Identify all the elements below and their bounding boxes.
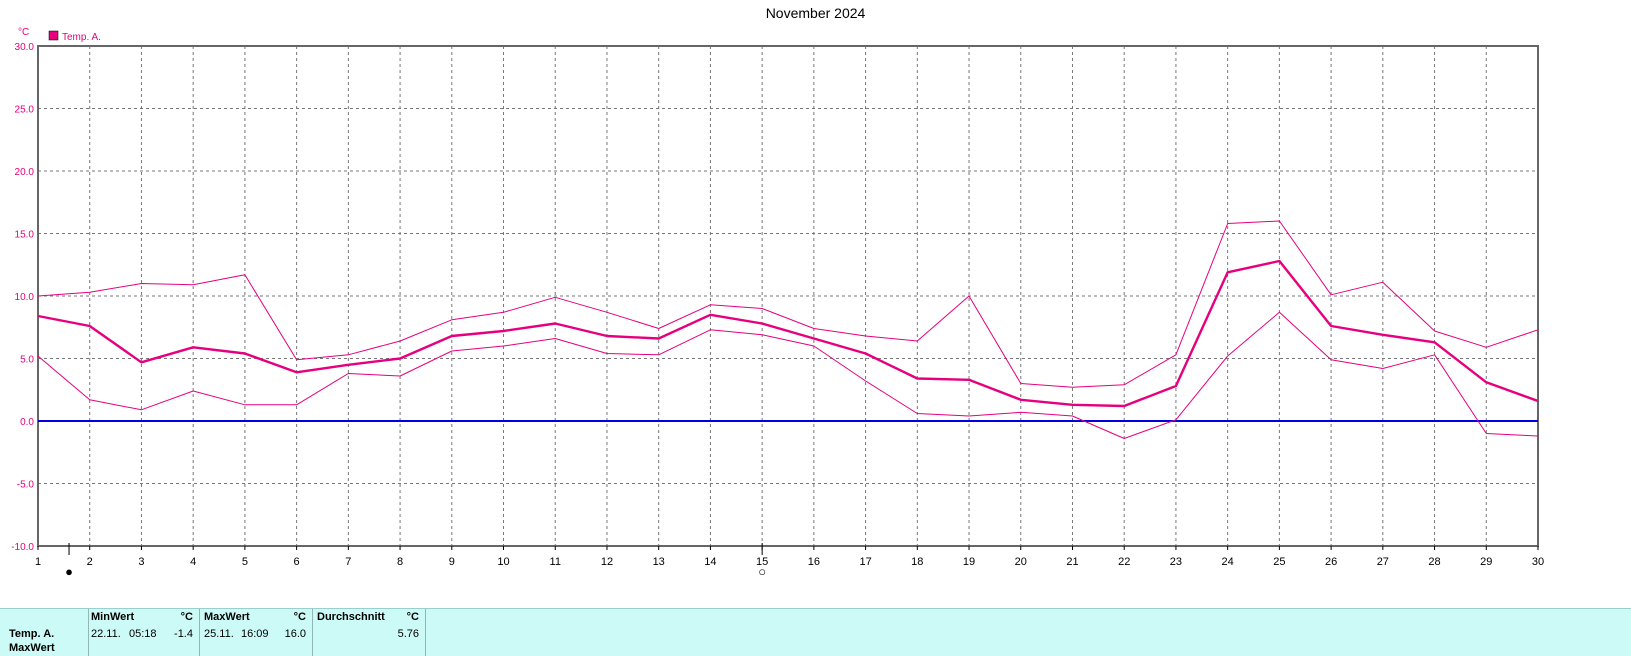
x-tick-label: 25 bbox=[1273, 556, 1285, 568]
x-tick-label: 30 bbox=[1532, 556, 1544, 568]
y-tick-label: -10.0 bbox=[11, 542, 34, 553]
x-tick-label: 14 bbox=[704, 556, 716, 568]
y-tick-label: -5.0 bbox=[17, 480, 35, 491]
y-tick-label: 30.0 bbox=[15, 42, 35, 53]
statistics-panel: Temp. A. MaxWert MinWert °C 22.11. 05:18… bbox=[0, 608, 1631, 656]
x-tick-label: 10 bbox=[497, 556, 509, 568]
min-unit: °C bbox=[180, 611, 193, 623]
x-tick-label: 20 bbox=[1015, 556, 1027, 568]
x-tick-label: 26 bbox=[1325, 556, 1337, 568]
x-tick-label: 18 bbox=[911, 556, 923, 568]
series-line-max bbox=[37, 220, 1539, 388]
stats-label-cell: Temp. A. MaxWert bbox=[0, 609, 89, 656]
y-tick-label: 15.0 bbox=[15, 230, 35, 241]
x-tick-label: 4 bbox=[190, 556, 196, 568]
x-tick-label: 27 bbox=[1377, 556, 1389, 568]
x-tick-label: 1 bbox=[35, 556, 41, 568]
x-tick-label: 2 bbox=[87, 556, 93, 568]
stats-avg-cell: Durchschnitt °C 5.76 bbox=[313, 609, 426, 656]
stats-row-label: Temp. A. bbox=[9, 628, 55, 640]
x-tick-label: 7 bbox=[345, 556, 351, 568]
x-tick-label: 15 bbox=[756, 556, 768, 568]
y-tick-label: 20.0 bbox=[15, 167, 35, 178]
y-tick-label: 25.0 bbox=[15, 105, 35, 116]
x-tick-label: 3 bbox=[138, 556, 144, 568]
legend: °C Temp. A. bbox=[18, 27, 101, 43]
x-tick-label: 19 bbox=[963, 556, 975, 568]
legend-swatch bbox=[48, 30, 59, 41]
stats-max-cell: MaxWert °C 25.11. 16:09 16.0 bbox=[200, 609, 313, 656]
x-tick-label: 23 bbox=[1170, 556, 1182, 568]
max-time: 16:09 bbox=[241, 628, 269, 640]
min-header: MinWert bbox=[91, 611, 135, 623]
x-tick-label: 22 bbox=[1118, 556, 1130, 568]
avg-value: 5.76 bbox=[397, 628, 419, 640]
avg-unit: °C bbox=[406, 611, 419, 623]
x-tick-label: 17 bbox=[859, 556, 871, 568]
full-moon-icon: ○ bbox=[758, 564, 766, 579]
series-line-min bbox=[37, 311, 1539, 439]
x-tick-label: 12 bbox=[601, 556, 613, 568]
y-tick-label: 5.0 bbox=[20, 355, 34, 366]
y-unit-label: °C bbox=[18, 27, 29, 38]
stats-min-cell: MinWert °C 22.11. 05:18 -1.4 bbox=[88, 609, 200, 656]
x-tick-label: 6 bbox=[294, 556, 300, 568]
min-time: 05:18 bbox=[129, 628, 157, 640]
y-tick-label: 10.0 bbox=[15, 292, 35, 303]
temperature-chart: °C Temp. A. 30.0 25.0 20.0 15.0 10.0 5.0 0.0 -5… bbox=[11, 27, 1544, 579]
x-tick-label: 5 bbox=[242, 556, 248, 568]
chart-title: November 2024 bbox=[765, 5, 866, 21]
x-tick-label: 11 bbox=[550, 556, 561, 568]
x-tick-label: 13 bbox=[653, 556, 665, 568]
new-moon-icon: ● bbox=[65, 564, 73, 579]
x-tick-label: 24 bbox=[1222, 556, 1234, 568]
max-value: 16.0 bbox=[284, 628, 306, 640]
avg-header: Durchschnitt bbox=[317, 611, 385, 623]
stats-row-label-2: MaxWert bbox=[9, 642, 55, 654]
legend-label: Temp. A. bbox=[62, 32, 101, 43]
min-date: 22.11. bbox=[91, 628, 121, 640]
max-date: 25.11. bbox=[204, 628, 234, 640]
min-value: -1.4 bbox=[174, 628, 193, 640]
max-unit: °C bbox=[293, 611, 306, 623]
x-tick-label: 9 bbox=[449, 556, 455, 568]
y-tick-label: 0.0 bbox=[20, 417, 34, 428]
max-header: MaxWert bbox=[204, 611, 250, 623]
x-tick-label: 29 bbox=[1480, 556, 1492, 568]
x-tick-label: 28 bbox=[1428, 556, 1440, 568]
x-tick-label: 21 bbox=[1066, 556, 1078, 568]
x-tick-label: 8 bbox=[397, 556, 403, 568]
series-line-mean bbox=[37, 259, 1539, 408]
x-tick-label: 16 bbox=[808, 556, 820, 568]
